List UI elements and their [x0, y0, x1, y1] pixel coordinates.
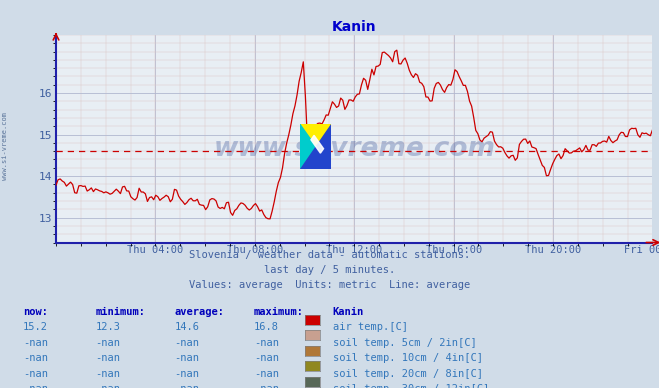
Text: -nan: -nan [23, 384, 48, 388]
Text: -nan: -nan [175, 353, 200, 363]
Text: soil temp. 30cm / 12in[C]: soil temp. 30cm / 12in[C] [333, 384, 489, 388]
Polygon shape [300, 124, 331, 169]
Text: air temp.[C]: air temp.[C] [333, 322, 408, 332]
Polygon shape [300, 124, 316, 169]
Text: 14.6: 14.6 [175, 322, 200, 332]
Text: now:: now: [23, 307, 48, 317]
Text: 16.8: 16.8 [254, 322, 279, 332]
Text: -nan: -nan [175, 369, 200, 379]
Text: -nan: -nan [175, 384, 200, 388]
Text: www.si-vreme.com: www.si-vreme.com [214, 136, 495, 162]
Text: Kanin: Kanin [333, 307, 364, 317]
Text: -nan: -nan [175, 338, 200, 348]
Text: -nan: -nan [254, 369, 279, 379]
Text: -nan: -nan [23, 369, 48, 379]
Title: Kanin: Kanin [332, 20, 376, 34]
Polygon shape [311, 135, 324, 153]
Text: 12.3: 12.3 [96, 322, 121, 332]
Text: soil temp. 10cm / 4in[C]: soil temp. 10cm / 4in[C] [333, 353, 483, 363]
Text: average:: average: [175, 307, 225, 317]
Polygon shape [300, 124, 331, 169]
Text: maximum:: maximum: [254, 307, 304, 317]
Text: -nan: -nan [23, 338, 48, 348]
Text: Values: average  Units: metric  Line: average: Values: average Units: metric Line: aver… [189, 280, 470, 290]
Text: minimum:: minimum: [96, 307, 146, 317]
Text: soil temp. 20cm / 8in[C]: soil temp. 20cm / 8in[C] [333, 369, 483, 379]
Text: -nan: -nan [254, 353, 279, 363]
Text: -nan: -nan [254, 384, 279, 388]
Text: soil temp. 5cm / 2in[C]: soil temp. 5cm / 2in[C] [333, 338, 476, 348]
Text: -nan: -nan [254, 338, 279, 348]
Text: -nan: -nan [96, 338, 121, 348]
Text: -nan: -nan [96, 353, 121, 363]
Text: -nan: -nan [23, 353, 48, 363]
Text: -nan: -nan [96, 369, 121, 379]
Text: Slovenia / weather data - automatic stations.: Slovenia / weather data - automatic stat… [189, 250, 470, 260]
Text: 15.2: 15.2 [23, 322, 48, 332]
Text: www.si-vreme.com: www.si-vreme.com [2, 111, 9, 180]
Text: last day / 5 minutes.: last day / 5 minutes. [264, 265, 395, 275]
Text: -nan: -nan [96, 384, 121, 388]
